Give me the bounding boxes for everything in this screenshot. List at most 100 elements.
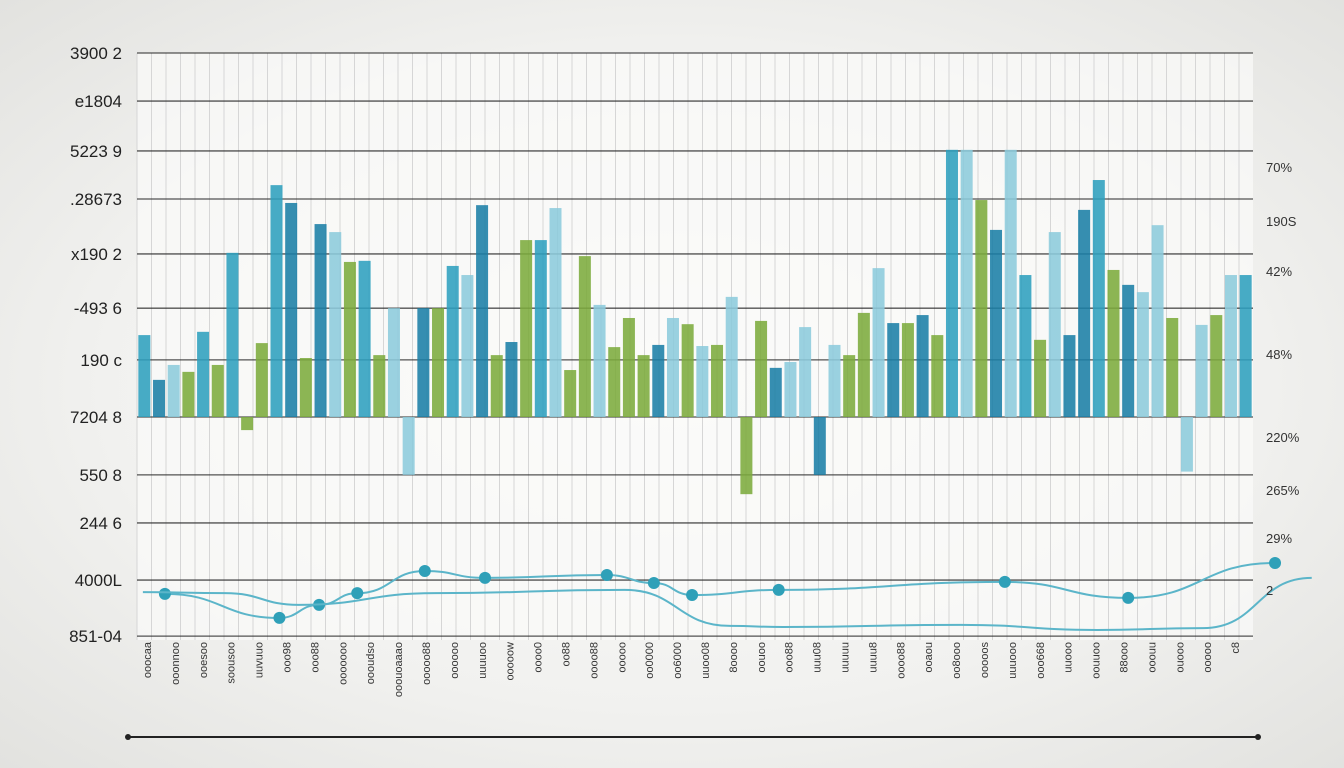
bar <box>828 344 841 417</box>
x-tick-label: ooo98 <box>281 642 293 673</box>
x-tick-label: oo0000 <box>644 642 656 679</box>
x-tick-label: ooonnoo <box>170 642 182 685</box>
bar <box>549 208 562 417</box>
bar <box>343 261 356 417</box>
x-tick-label: uuooo <box>1063 642 1075 673</box>
series-marker <box>158 587 171 600</box>
x-tick-label: ooaou <box>923 642 935 673</box>
bar <box>505 342 518 417</box>
left-tick-label: 3900 2 <box>70 44 122 63</box>
x-tick-label: ooo668 <box>1035 642 1047 679</box>
x-tick-label: oo88 <box>560 642 572 666</box>
x-tick-label: oooo88 <box>588 642 600 679</box>
left-tick-label: 4000L <box>75 571 122 590</box>
bar <box>461 275 474 417</box>
left-tick-label: x190 2 <box>71 245 122 264</box>
x-tick-label: uuu08 <box>812 642 824 673</box>
bar <box>578 256 591 417</box>
bar <box>329 232 342 417</box>
bar <box>241 417 254 431</box>
series-line <box>142 576 1312 631</box>
bar <box>1151 225 1164 417</box>
left-tick-label: -493 6 <box>74 299 122 318</box>
bar <box>534 240 547 417</box>
right-tick-label: 42% <box>1266 264 1292 279</box>
left-tick-label: 244 6 <box>79 514 122 533</box>
bar <box>652 344 665 417</box>
x-tick-label: uuuu8 <box>867 642 879 673</box>
right-tick-label: 190S <box>1266 214 1297 229</box>
x-tick-label: ooooos <box>979 642 991 679</box>
left-tick-label: 7204 8 <box>70 408 122 427</box>
bar <box>1034 339 1047 417</box>
bar <box>916 315 929 417</box>
bar <box>990 229 1003 417</box>
x-tick-label: ooooo <box>1202 642 1214 673</box>
bar <box>270 185 283 417</box>
x-axis-line <box>125 734 1261 740</box>
x-tick-label: ooo88 <box>784 642 796 673</box>
bar <box>696 346 709 417</box>
left-tick-label: 190 c <box>80 351 122 370</box>
right-tick-label: 265% <box>1266 483 1300 498</box>
series-marker <box>273 611 286 624</box>
bar <box>1136 292 1149 417</box>
x-tick-label: oooooo <box>449 642 461 679</box>
bar <box>211 364 224 417</box>
x-tick-label: ouooo <box>1174 642 1186 673</box>
bar <box>1239 275 1252 417</box>
right-tick-label: 220% <box>1266 430 1300 445</box>
series-marker <box>1269 556 1282 569</box>
bar <box>432 308 445 417</box>
x-tick-label: ooooo <box>616 642 628 673</box>
bar <box>226 252 239 417</box>
bar <box>740 417 753 495</box>
bar <box>417 308 430 417</box>
left-tick-label: e1804 <box>75 92 122 111</box>
right-axis-labels: 70% 190S 42% 48% 220% 265% 29% 2 <box>1266 160 1300 598</box>
series-marker <box>772 583 785 596</box>
bar <box>476 205 489 417</box>
bar <box>358 260 371 417</box>
x-tick-label: ooesoo <box>198 642 210 678</box>
left-tick-label: 550 8 <box>79 466 122 485</box>
bar <box>755 320 768 417</box>
right-tick-label: 2 <box>1266 583 1273 598</box>
bar <box>666 317 679 417</box>
bar <box>784 362 797 417</box>
bar <box>153 379 166 417</box>
series-marker <box>418 564 431 577</box>
bar <box>960 149 973 417</box>
bar <box>446 265 459 417</box>
left-tick-label: 5223 9 <box>70 142 122 161</box>
x-tick-label: 88ooo <box>1118 642 1130 673</box>
bar <box>681 324 694 417</box>
series-marker <box>600 568 613 581</box>
x-tick-label: oouuoo <box>1091 642 1103 679</box>
bar <box>975 200 988 417</box>
bar <box>1107 269 1120 417</box>
bar <box>872 268 885 417</box>
x-tick-label: ooouu <box>1146 642 1158 673</box>
left-axis-labels: 3900 2 e1804 5223 9 .28673 x190 2 -493 6 190 c… <box>69 44 122 646</box>
bar <box>622 317 635 417</box>
right-tick-label: 29% <box>1266 531 1292 546</box>
x-tick-label: uuoo08 <box>700 642 712 679</box>
x-tick-label: oooo0 <box>533 642 545 673</box>
bar <box>1180 417 1193 472</box>
bar <box>1078 209 1091 417</box>
bar <box>1122 284 1135 417</box>
x-tick-label: oo8ooo <box>951 642 963 679</box>
bar <box>182 371 195 417</box>
series-marker <box>686 588 699 601</box>
bar <box>1048 232 1061 417</box>
bar <box>799 327 812 417</box>
x-tick-label: uuuuoo <box>477 642 489 679</box>
x-tick-label: uuuooo <box>1007 642 1019 679</box>
x-tick-label: ooo88 <box>309 642 321 673</box>
bar <box>564 370 577 417</box>
right-tick-label: 70% <box>1266 160 1292 175</box>
bar <box>1019 275 1032 417</box>
bar <box>593 304 606 417</box>
